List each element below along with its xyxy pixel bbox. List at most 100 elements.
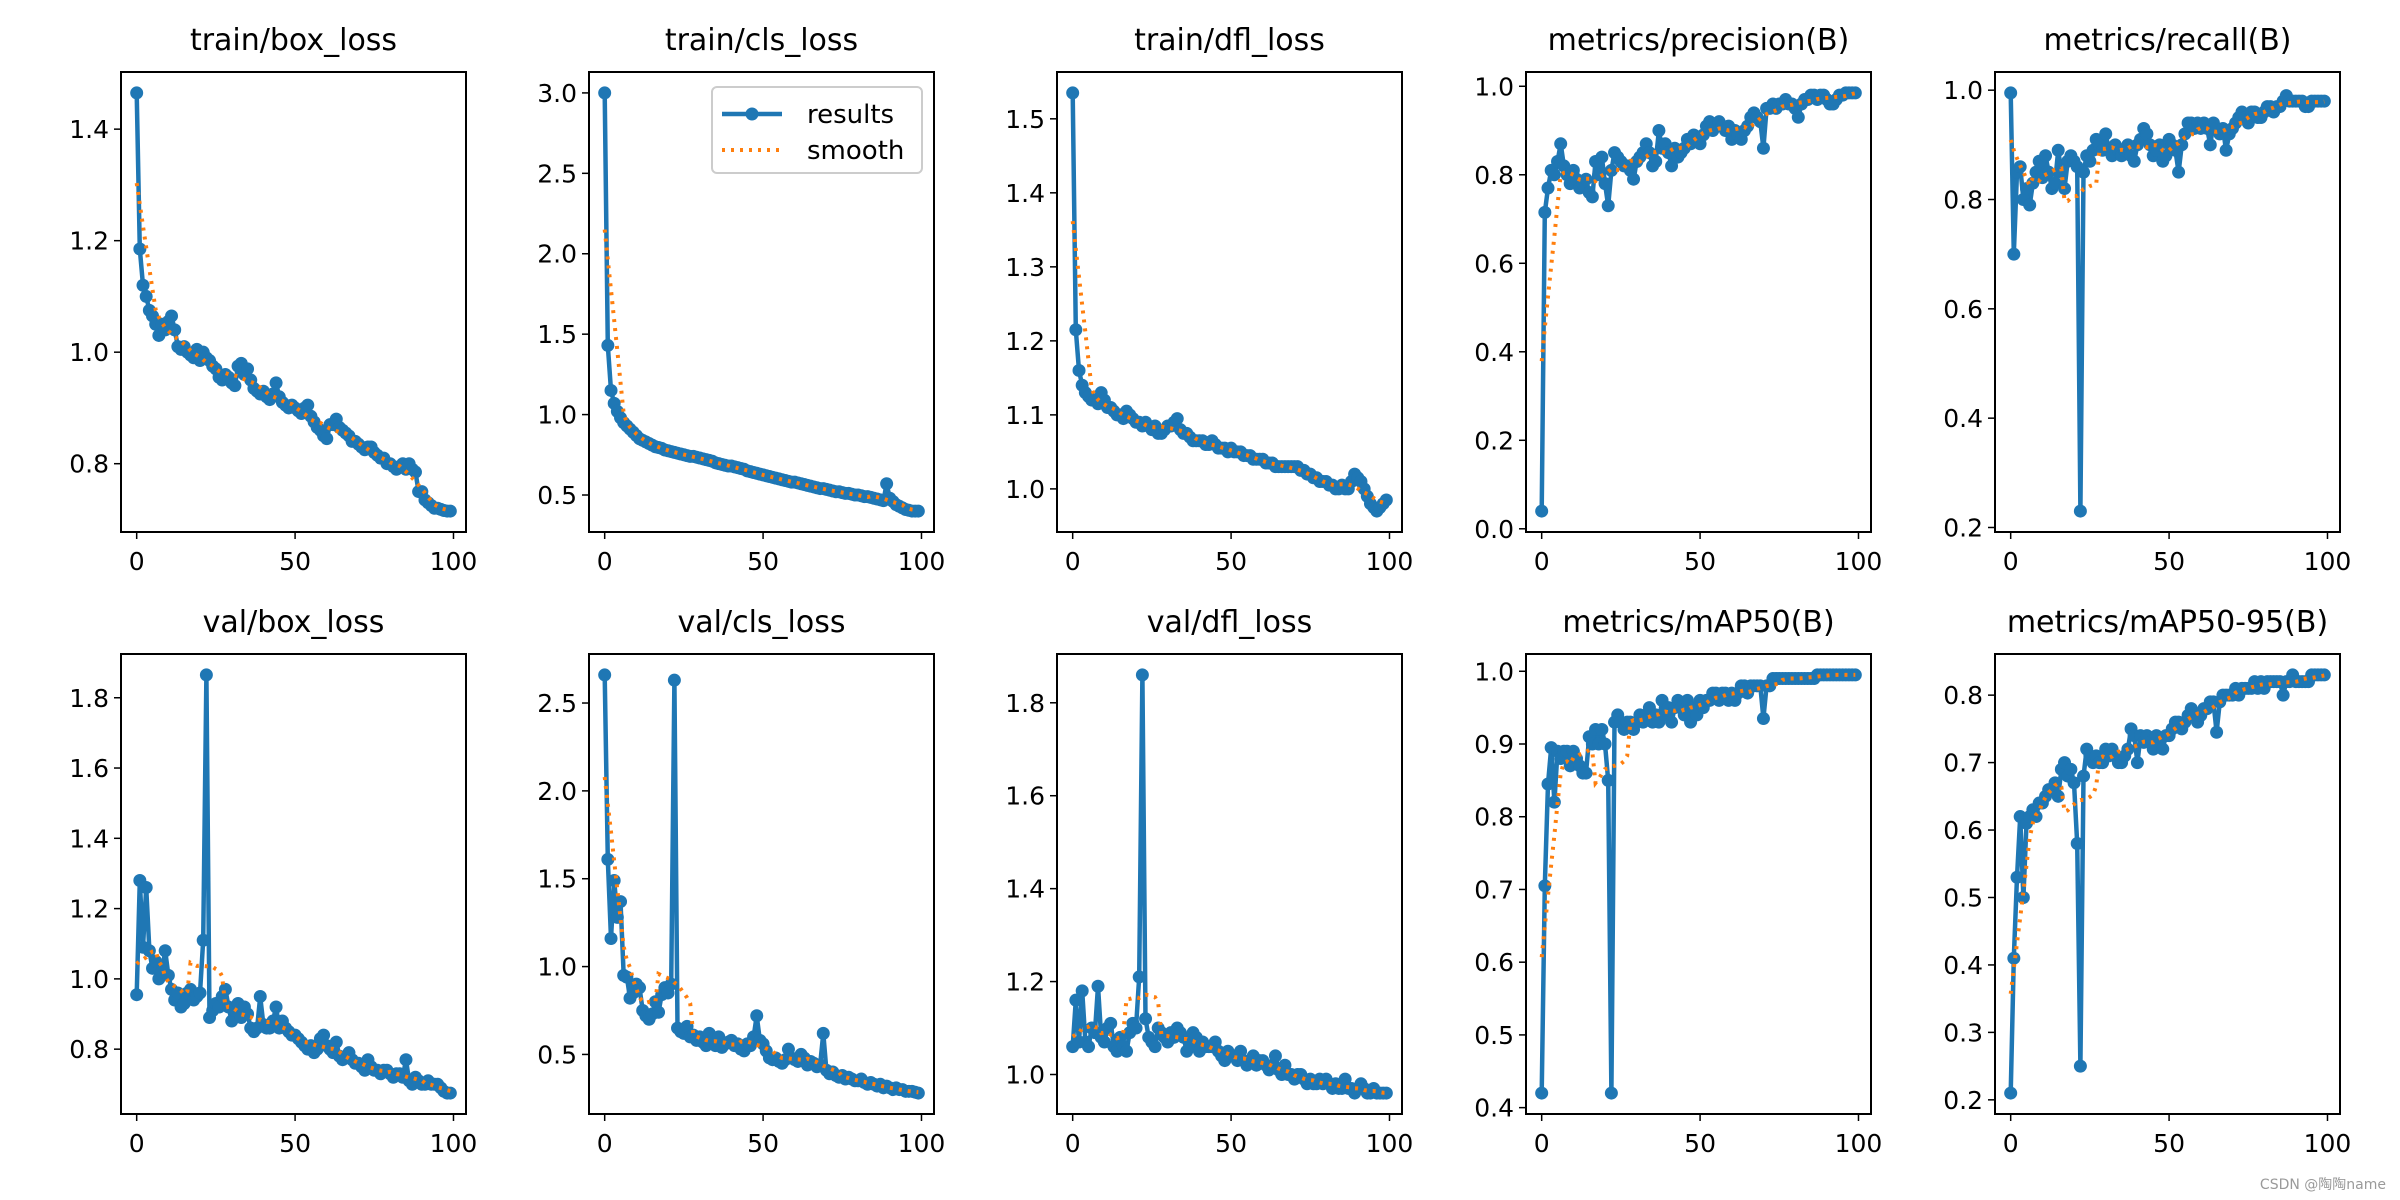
x-tick-label: 0 [1534,1129,1550,1158]
x-tick-label: 0 [1534,547,1550,576]
results-point [139,289,153,303]
x-tick-label: 0 [597,547,613,576]
results-point [1135,668,1149,682]
results-point [2007,247,2021,261]
results-point [2276,688,2290,702]
legend-results-marker [745,107,759,121]
x-tick-label: 0 [2003,1129,2019,1158]
smooth-line [135,948,451,1093]
results-line [1070,672,1387,1096]
y-tick-label: 0.2 [1474,426,1514,455]
x-tick-label: 50 [747,547,779,576]
y-tick-label: 1.8 [69,684,109,713]
legend-box [711,86,923,174]
results-point [2054,165,2068,179]
results-point [664,977,678,991]
y-tick-label: 2.0 [537,777,577,806]
results-point [1627,172,1641,186]
results-point [1148,1040,1162,1054]
y-tick-label: 1.0 [69,338,109,367]
y-tick-label: 1.1 [1005,401,1045,430]
results-point [196,933,210,947]
results-point [320,432,334,446]
results-point [253,989,267,1003]
results-point [2203,138,2217,152]
results-point [130,86,144,100]
results-point [1170,412,1184,426]
results-point [1598,737,1612,751]
results-line [1539,90,1856,512]
y-tick-label: 1.0 [69,965,109,994]
y-tick-label: 1.4 [69,115,109,144]
y-tick-label: 0.5 [537,1040,577,1069]
results-point [130,988,144,1002]
results-point [2051,143,2065,157]
results-point [301,398,315,412]
x-tick-label: 0 [1065,1129,1081,1158]
results-point [1598,177,1612,191]
results-point [1601,199,1615,213]
x-tick-label: 50 [1684,547,1716,576]
results-point [139,881,153,895]
results-point [269,1000,283,1014]
results-point [1547,168,1561,182]
results-point [2073,504,2087,518]
x-tick-label: 100 [898,1129,946,1158]
y-tick-label: 0.8 [1943,681,1983,710]
y-tick-label: 1.6 [1005,782,1045,811]
results-point [2127,154,2141,168]
results-point [1579,766,1593,780]
x-tick-label: 100 [1366,547,1414,576]
y-tick-label: 0.5 [537,481,577,510]
subplot-title: val/cls_loss [678,605,846,640]
results-point [1541,777,1555,791]
plot-area [130,86,457,518]
y-tick-label: 3.0 [537,79,577,108]
plot-area [1066,668,1393,1100]
smooth-line [1539,91,1856,362]
results-point [2023,198,2037,212]
results-point [1756,712,1770,726]
results-point [911,504,925,518]
subplot-title: metrics/precision(B) [1548,23,1850,58]
y-tick-label: 0.8 [1474,803,1514,832]
results-point [880,477,894,491]
results-point [1075,984,1089,998]
x-tick-label: 100 [2304,547,2352,576]
x-tick-label: 50 [2153,547,2185,576]
results-point [142,944,156,958]
results-point [667,673,681,687]
y-tick-label: 0.2 [1943,1086,1983,1115]
results-point [1379,1086,1393,1100]
results-point [212,1000,226,1014]
results-point [1139,1012,1153,1026]
results-point [2073,1059,2087,1073]
results-point [193,986,207,1000]
plot-area [130,668,457,1100]
results-point [1585,190,1599,204]
x-tick-label: 0 [129,1129,145,1158]
plot-area [598,668,925,1100]
axes-frame [1994,71,2341,533]
y-tick-label: 0.7 [1474,875,1514,904]
results-point [165,309,179,323]
subplot-title: metrics/recall(B) [2043,23,2291,58]
y-tick-label: 1.4 [1005,179,1045,208]
results-point [133,242,147,256]
results-point [614,895,628,909]
subplot-title: train/dfl_loss [1134,23,1325,58]
x-tick-label: 0 [129,547,145,576]
subplot-title: val/dfl_loss [1147,605,1312,640]
subplot-title: train/box_loss [190,23,397,58]
y-tick-label: 0.5 [1474,1021,1514,1050]
results-point [2219,143,2233,157]
results-point [1091,979,1105,993]
legend-results-label: results [807,100,894,130]
y-tick-label: 1.2 [1005,968,1045,997]
y-tick-label: 1.2 [69,227,109,256]
results-point [2026,176,2040,190]
results-point [1129,1021,1143,1035]
y-tick-label: 0.6 [1943,295,1983,324]
results-point [1268,1049,1282,1063]
y-tick-label: 1.3 [1005,253,1045,282]
